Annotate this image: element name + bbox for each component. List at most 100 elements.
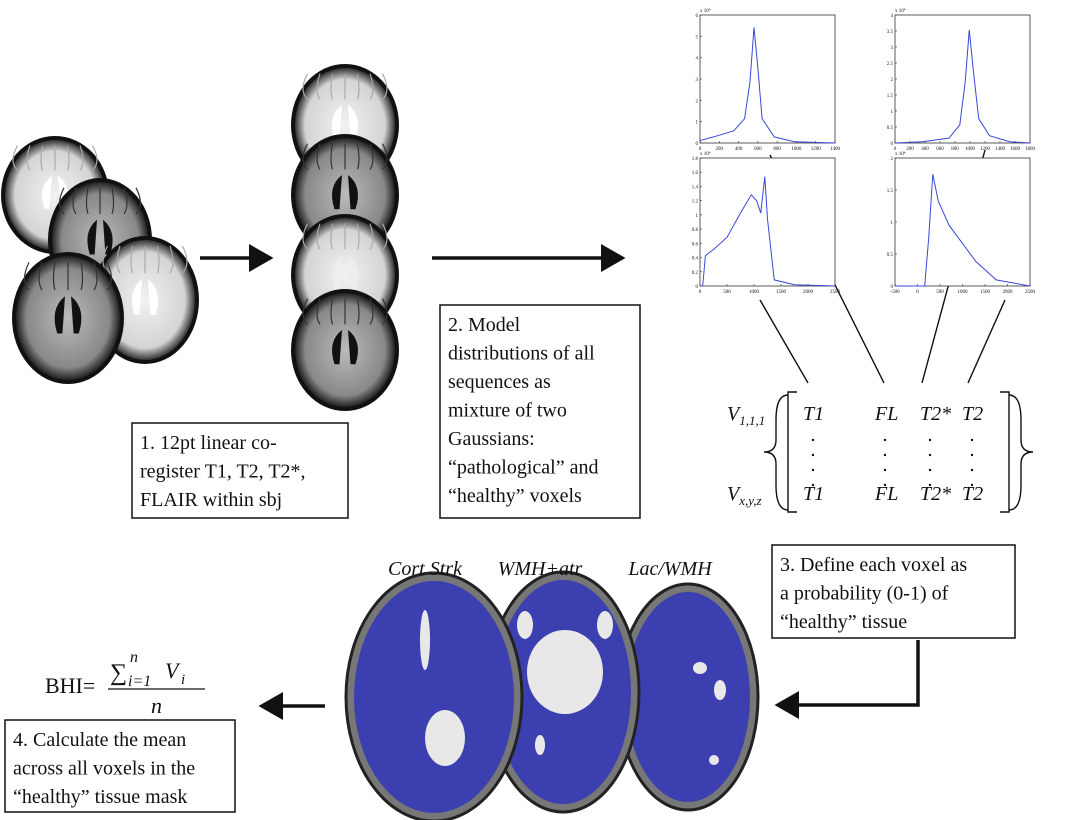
formula-term: V <box>165 658 181 683</box>
y-tick-label: 0.2 <box>692 271 699 276</box>
multiplier: x 10⁴ <box>895 151 906 157</box>
x-tick-label: 500 <box>723 290 731 295</box>
y-tick-label: 1 <box>696 121 699 126</box>
plot-frame <box>895 158 1030 286</box>
x-tick-label: 1500 <box>776 290 787 295</box>
diagram: x 10⁴02004006008001000120014000123456x 1… <box>0 0 1066 820</box>
y-tick-label: 0.8 <box>692 228 699 233</box>
matrix-dot <box>971 439 973 441</box>
lesion <box>420 610 430 670</box>
y-tick-label: 5 <box>696 35 699 40</box>
x-tick-label: -500 <box>890 290 900 295</box>
x-tick-label: 800 <box>951 147 959 152</box>
formula-lower: i=1 <box>128 673 151 690</box>
matrix-entry: T2* <box>920 403 951 425</box>
x-tick-label: 200 <box>716 147 724 152</box>
mask-label: Cort Strk <box>388 558 463 580</box>
step-text: mixture of two <box>448 400 567 422</box>
tissue-mask <box>354 581 514 813</box>
matrix-dot <box>884 469 886 471</box>
y-tick-label: 4 <box>696 57 699 62</box>
matrix-entry: FL <box>874 483 898 505</box>
matrix-dot <box>812 454 814 456</box>
plot-frame <box>700 15 835 143</box>
formula-upper: n <box>130 649 138 666</box>
matrix-entry: T1 <box>803 483 824 505</box>
y-tick-label: 3 <box>891 46 894 51</box>
y-tick-label: 6 <box>696 14 699 19</box>
matrix-entry: T2 <box>962 403 983 425</box>
matrix-dot <box>971 484 973 486</box>
step-text: a probability (0-1) of <box>780 583 949 605</box>
y-tick-label: 1.2 <box>692 200 699 205</box>
step-text: register T1, T2, T2*, <box>140 461 306 483</box>
matrix-dot <box>929 454 931 456</box>
y-tick-label: 1.6 <box>692 171 699 176</box>
x-tick-label: 1400 <box>830 147 841 152</box>
step-text: 3. Define each voxel as <box>780 554 967 576</box>
step-text: “healthy” voxels <box>448 485 582 507</box>
x-tick-label: 0 <box>916 290 919 295</box>
x-tick-label: 1200 <box>980 147 991 152</box>
lesion <box>535 735 545 755</box>
matrix-dot <box>812 469 814 471</box>
step-text: 2. Model <box>448 314 521 336</box>
arrow <box>778 640 918 705</box>
step-text: “healthy” tissue <box>780 611 907 633</box>
step-text: 4. Calculate the mean <box>13 729 186 751</box>
histograms: x 10⁴02004006008001000120014000123456x 1… <box>692 8 1036 295</box>
formula-operator: ∑ <box>110 660 127 686</box>
y-tick-label: 2 <box>891 157 894 162</box>
matrix-dot <box>971 454 973 456</box>
multiplier: x 10⁴ <box>895 8 906 14</box>
x-tick-label: 400 <box>735 147 743 152</box>
lesion <box>527 630 603 714</box>
x-tick-label: 400 <box>921 147 929 152</box>
mask-label: Lac/WMH <box>627 558 713 580</box>
row-subscript: 1,1,1 <box>739 413 765 428</box>
brain-images <box>1 64 758 820</box>
matrix-dot <box>971 469 973 471</box>
y-tick-label: 3.5 <box>887 30 894 35</box>
x-tick-label: 0 <box>699 290 702 295</box>
y-tick-label: 4 <box>891 14 894 19</box>
matrix-entry: T2 <box>962 483 983 505</box>
step-text: across all voxels in the <box>13 758 195 780</box>
x-tick-label: 600 <box>754 147 762 152</box>
y-tick-label: 1.5 <box>887 189 894 194</box>
y-tick-label: 1 <box>891 110 894 115</box>
multiplier: x 10⁴ <box>700 8 711 14</box>
lesion <box>517 611 533 639</box>
y-tick-label: 1.5 <box>887 94 894 99</box>
y-tick-label: 0.4 <box>692 257 699 262</box>
matrix-dot <box>929 439 931 441</box>
y-tick-label: 1.8 <box>692 157 699 162</box>
y-tick-label: 1.4 <box>692 185 699 190</box>
tissue-mask <box>626 592 750 802</box>
step-text: distributions of all <box>448 343 595 365</box>
x-tick-label: 1600 <box>1010 147 1021 152</box>
y-tick-label: 3 <box>696 78 699 83</box>
plot-frame <box>895 15 1030 143</box>
y-tick-label: 0.5 <box>887 253 894 258</box>
step-text: “pathological” and <box>448 457 599 479</box>
matrix-entry: T2* <box>920 483 951 505</box>
histogram: x 10⁴-5000500100015002000250000.511.52 <box>887 151 1036 295</box>
matrix-dot <box>884 439 886 441</box>
x-tick-label: 2000 <box>803 290 814 295</box>
x-tick-label: 1000 <box>749 290 760 295</box>
mask-label: WMH+atr <box>498 558 583 580</box>
step-text: sequences as <box>448 371 551 393</box>
x-tick-label: 2500 <box>1025 290 1036 295</box>
x-tick-label: 500 <box>936 290 944 295</box>
x-tick-label: 2000 <box>1003 290 1014 295</box>
lesion <box>693 662 707 674</box>
row-subscript: x,y,z <box>738 493 761 508</box>
matrix-dot <box>812 484 814 486</box>
y-tick-label: 2.5 <box>887 62 894 67</box>
x-tick-label: 1200 <box>811 147 822 152</box>
matrix-dot <box>929 484 931 486</box>
